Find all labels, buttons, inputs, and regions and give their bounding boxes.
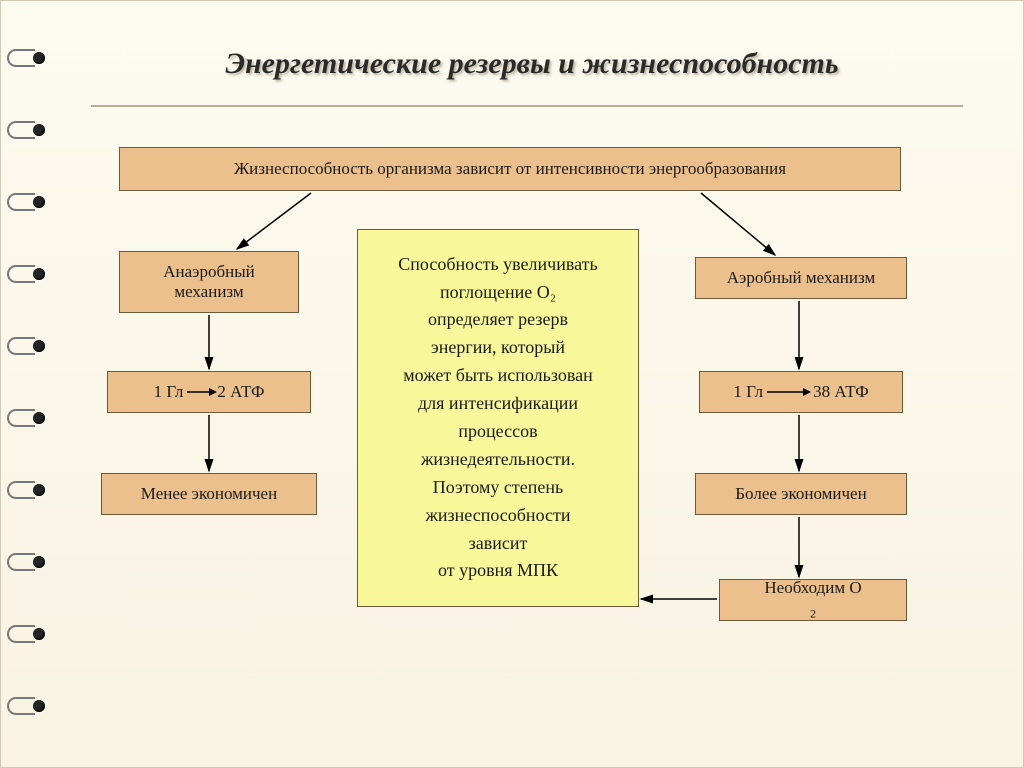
slide-title: Энергетические резервы и жизнеспособност…	[91, 47, 973, 81]
spiral-ring	[15, 113, 49, 147]
spiral-ring	[15, 545, 49, 579]
node-left1: Анаэробный механизм	[119, 251, 299, 313]
center-line: жизнедеятельности.	[421, 446, 575, 474]
center-line: может быть использован	[403, 362, 592, 390]
node-right2-b: 38 АТФ	[813, 382, 868, 402]
center-line: энергии, который	[431, 334, 565, 362]
center-line: Поэтому степень	[433, 474, 563, 502]
node-center: Способность увеличивать поглощение О₂ оп…	[357, 229, 639, 607]
node-left3: Менее экономичен	[101, 473, 317, 515]
center-line: для интенсификации	[418, 390, 578, 418]
center-line: определяет резерв	[428, 306, 568, 334]
spiral-ring	[15, 41, 49, 75]
subscript-2: 2	[810, 607, 816, 621]
center-line: поглощение О₂	[440, 279, 556, 307]
arrow-top-to-right1	[701, 193, 775, 255]
spiral-ring	[15, 185, 49, 219]
spiral-ring	[15, 329, 49, 363]
spiral-ring	[15, 401, 49, 435]
node-right1: Аэробный механизм	[695, 257, 907, 299]
spiral-ring	[15, 473, 49, 507]
arrow-top-to-left1	[237, 193, 311, 249]
node-top-text: Жизнеспособность организма зависит от ин…	[234, 159, 786, 179]
center-line: зависит	[469, 530, 528, 558]
node-left1-line2: механизм	[174, 282, 243, 302]
node-right3-text: Более экономичен	[735, 484, 866, 504]
center-line: процессов	[458, 418, 537, 446]
spiral-ring	[15, 617, 49, 651]
center-line: жизнеспособности	[425, 502, 570, 530]
title-divider	[91, 105, 963, 107]
node-right1-text: Аэробный механизм	[727, 268, 875, 288]
spiral-binding	[15, 1, 55, 767]
node-left2-b: 2 АТФ	[217, 382, 264, 402]
node-right2: 1 Гл 38 АТФ	[699, 371, 903, 413]
node-left3-text: Менее экономичен	[141, 484, 277, 504]
node-left2: 1 Гл 2 АТФ	[107, 371, 311, 413]
node-right4-text: Необходим О 2	[764, 578, 861, 621]
spiral-ring	[15, 257, 49, 291]
node-top: Жизнеспособность организма зависит от ин…	[119, 147, 901, 191]
node-right3: Более экономичен	[695, 473, 907, 515]
node-right4-base: Необходим О	[764, 578, 861, 598]
spiral-ring	[15, 689, 49, 723]
node-right4: Необходим О 2	[719, 579, 907, 621]
inline-arrow-icon	[763, 386, 813, 398]
slide-canvas: Энергетические резервы и жизнеспособност…	[0, 0, 1024, 768]
node-left2-a: 1 Гл	[154, 382, 184, 402]
center-line: от уровня МПК	[438, 557, 558, 585]
inline-arrow-icon	[183, 386, 217, 398]
node-right2-a: 1 Гл	[733, 382, 763, 402]
center-line: Способность увеличивать	[398, 251, 597, 279]
node-left1-line1: Анаэробный	[163, 262, 254, 282]
